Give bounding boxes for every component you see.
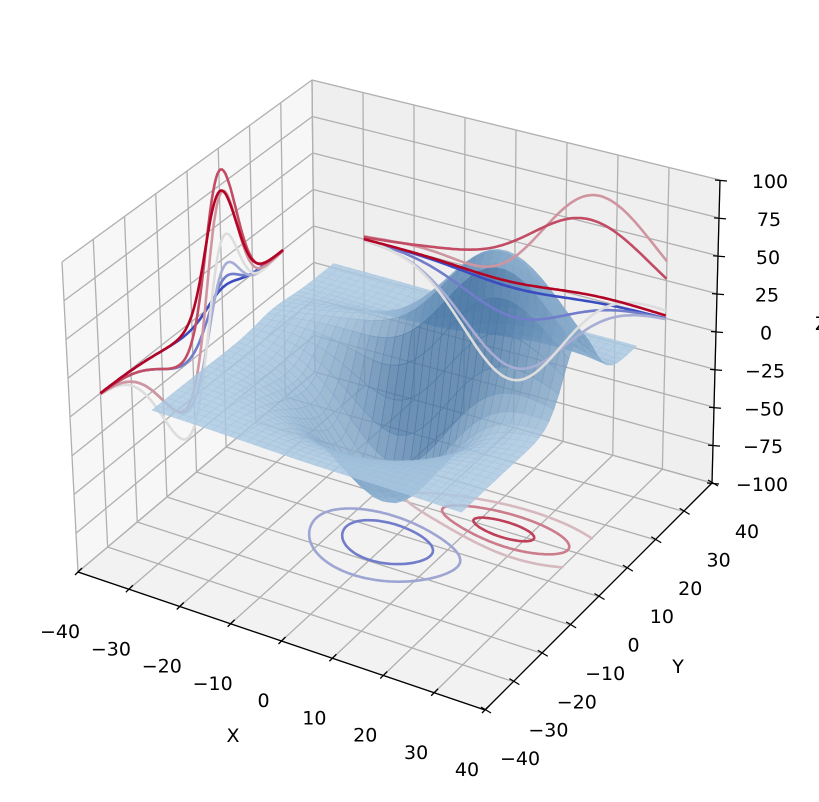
x-tick-label: 0 — [257, 690, 269, 712]
z-tick-label: 0 — [760, 323, 772, 345]
z-axis-label: Z — [815, 313, 819, 335]
z-tick-label: 50 — [756, 247, 780, 269]
y-tick-label: 20 — [678, 578, 702, 600]
y-tick-label: 30 — [707, 549, 731, 571]
z-tick-label: −75 — [743, 436, 783, 458]
z-tick-label: 75 — [757, 209, 781, 231]
y-tick-label: 40 — [735, 521, 759, 543]
y-tick-label: −10 — [585, 663, 625, 685]
x-axis-label: X — [226, 725, 239, 747]
z-tick-label: 25 — [755, 285, 779, 307]
y-tick-label: −30 — [528, 720, 568, 742]
x-tick-label: −20 — [142, 656, 182, 678]
z-tick-label: 100 — [752, 171, 788, 193]
x-tick-label: 40 — [455, 759, 479, 781]
x-tick-label: −10 — [193, 673, 233, 695]
x-tick-label: 30 — [404, 742, 428, 764]
y-tick-label: 0 — [627, 635, 639, 657]
z-tick-label: −50 — [744, 398, 784, 420]
y-tick-label: −40 — [500, 748, 540, 770]
y-axis-label: Y — [671, 656, 684, 678]
z-tick-label: −25 — [745, 360, 785, 382]
x-tick-label: −30 — [91, 638, 131, 660]
x-tick-label: −40 — [40, 621, 80, 643]
x-tick-label: 10 — [302, 707, 326, 729]
y-tick-label: 10 — [650, 606, 674, 628]
z-tick-label: −100 — [736, 474, 788, 496]
x-tick-label: 20 — [353, 725, 377, 747]
y-tick-label: −20 — [557, 691, 597, 713]
